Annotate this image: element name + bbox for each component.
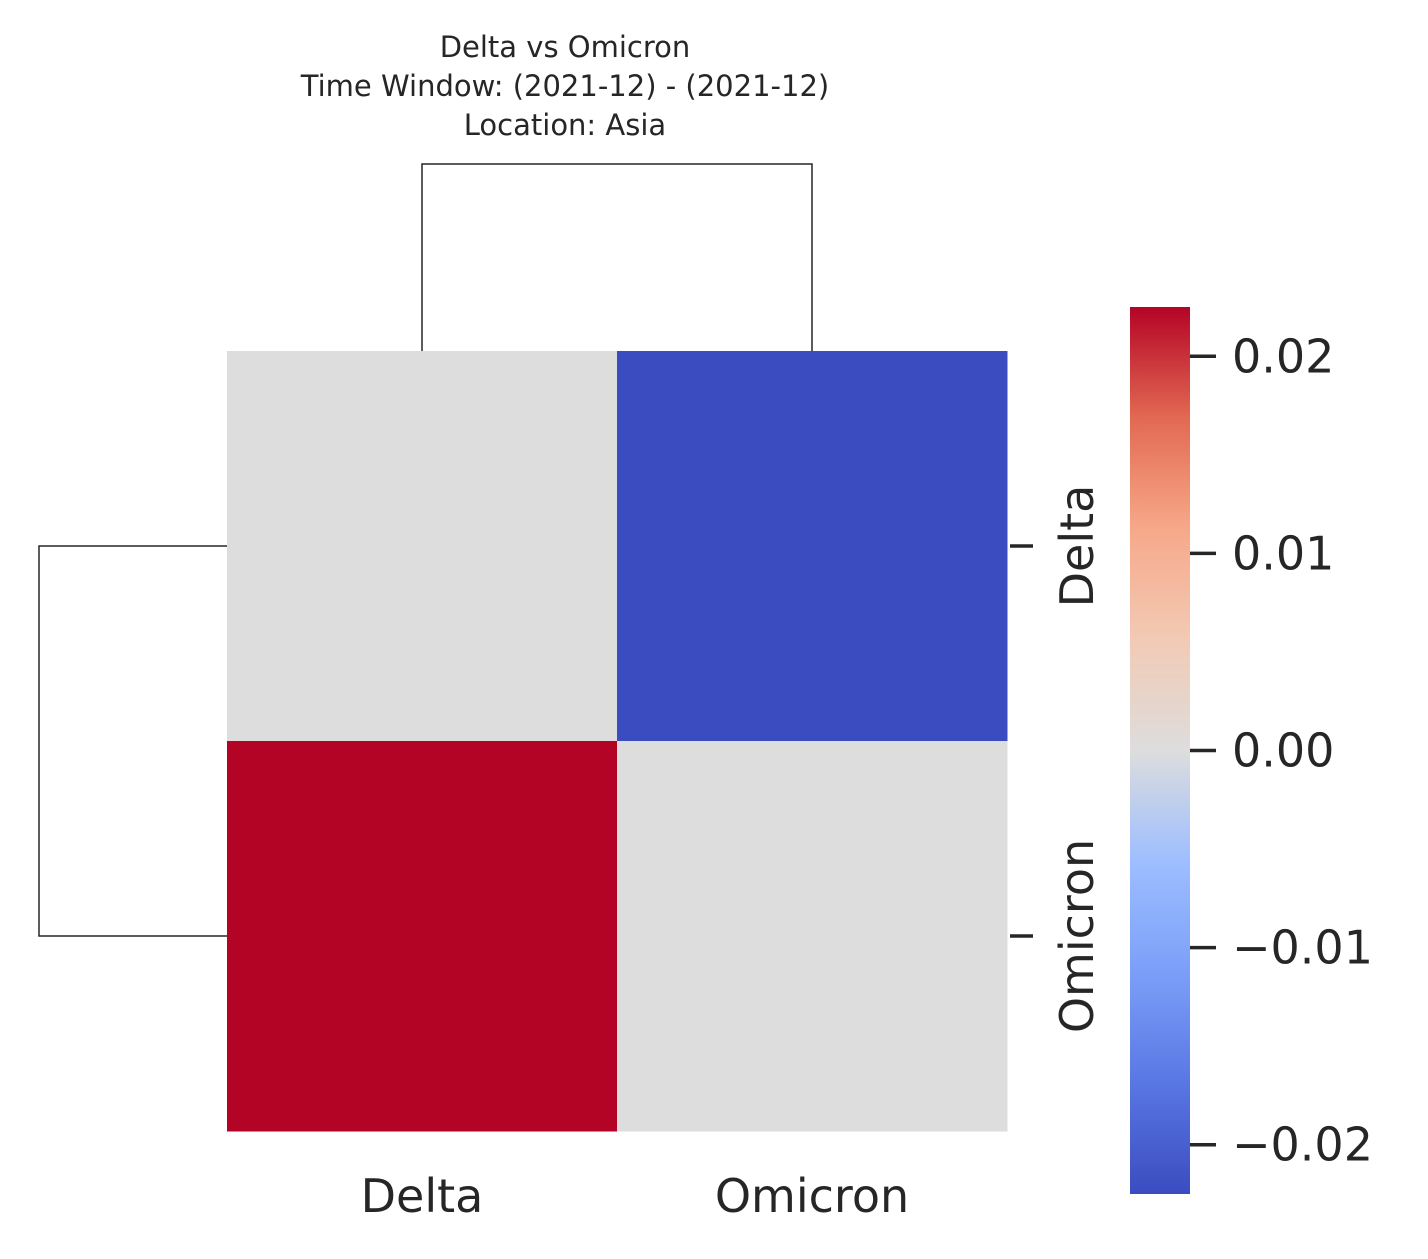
y-tick-label-delta: Delta xyxy=(1050,485,1104,608)
colorbar-ticks: 0.02 0.01 0.00 −0.01 −0.02 xyxy=(1190,329,1373,1172)
y-axis-ticks: Delta Omicron xyxy=(1010,485,1104,1033)
x-tick-label-delta: Delta xyxy=(361,1169,484,1223)
colorbar-tick-label-2: 0.00 xyxy=(1232,724,1334,778)
chart-title-line-1: Delta vs Omicron xyxy=(440,30,691,64)
y-tick-label-omicron: Omicron xyxy=(1050,839,1104,1033)
chart-title: Delta vs Omicron Time Window: (2021-12) … xyxy=(300,30,829,142)
colorbar-tick-label-3: −0.01 xyxy=(1232,921,1373,975)
chart-title-line-2: Time Window: (2021-12) - (2021-12) xyxy=(300,69,829,103)
x-tick-label-omicron: Omicron xyxy=(715,1169,909,1223)
heatmap-cell-omicron-omicron xyxy=(617,741,1008,1132)
colorbar-gradient xyxy=(1130,307,1190,1194)
row-dendrogram xyxy=(38,545,227,937)
chart-title-line-3: Location: Asia xyxy=(464,108,666,142)
colorbar: 0.02 0.01 0.00 −0.01 −0.02 xyxy=(1130,307,1373,1194)
colorbar-tick-label-1: 0.01 xyxy=(1232,526,1334,580)
heatmap-cells xyxy=(227,351,1008,1132)
row-dendrogram-link xyxy=(38,545,227,937)
column-dendrogram-link xyxy=(421,163,813,351)
column-dendrogram xyxy=(421,163,813,351)
heatmap-cell-omicron-delta xyxy=(227,741,618,1132)
heatmap-cell-delta-delta xyxy=(227,351,618,742)
heatmap-cell-delta-omicron xyxy=(617,351,1008,742)
colorbar-tick-label-4: −0.02 xyxy=(1232,1118,1373,1172)
x-axis-tick-labels: Delta Omicron xyxy=(361,1169,910,1223)
colorbar-tick-label-0: 0.02 xyxy=(1232,329,1334,383)
